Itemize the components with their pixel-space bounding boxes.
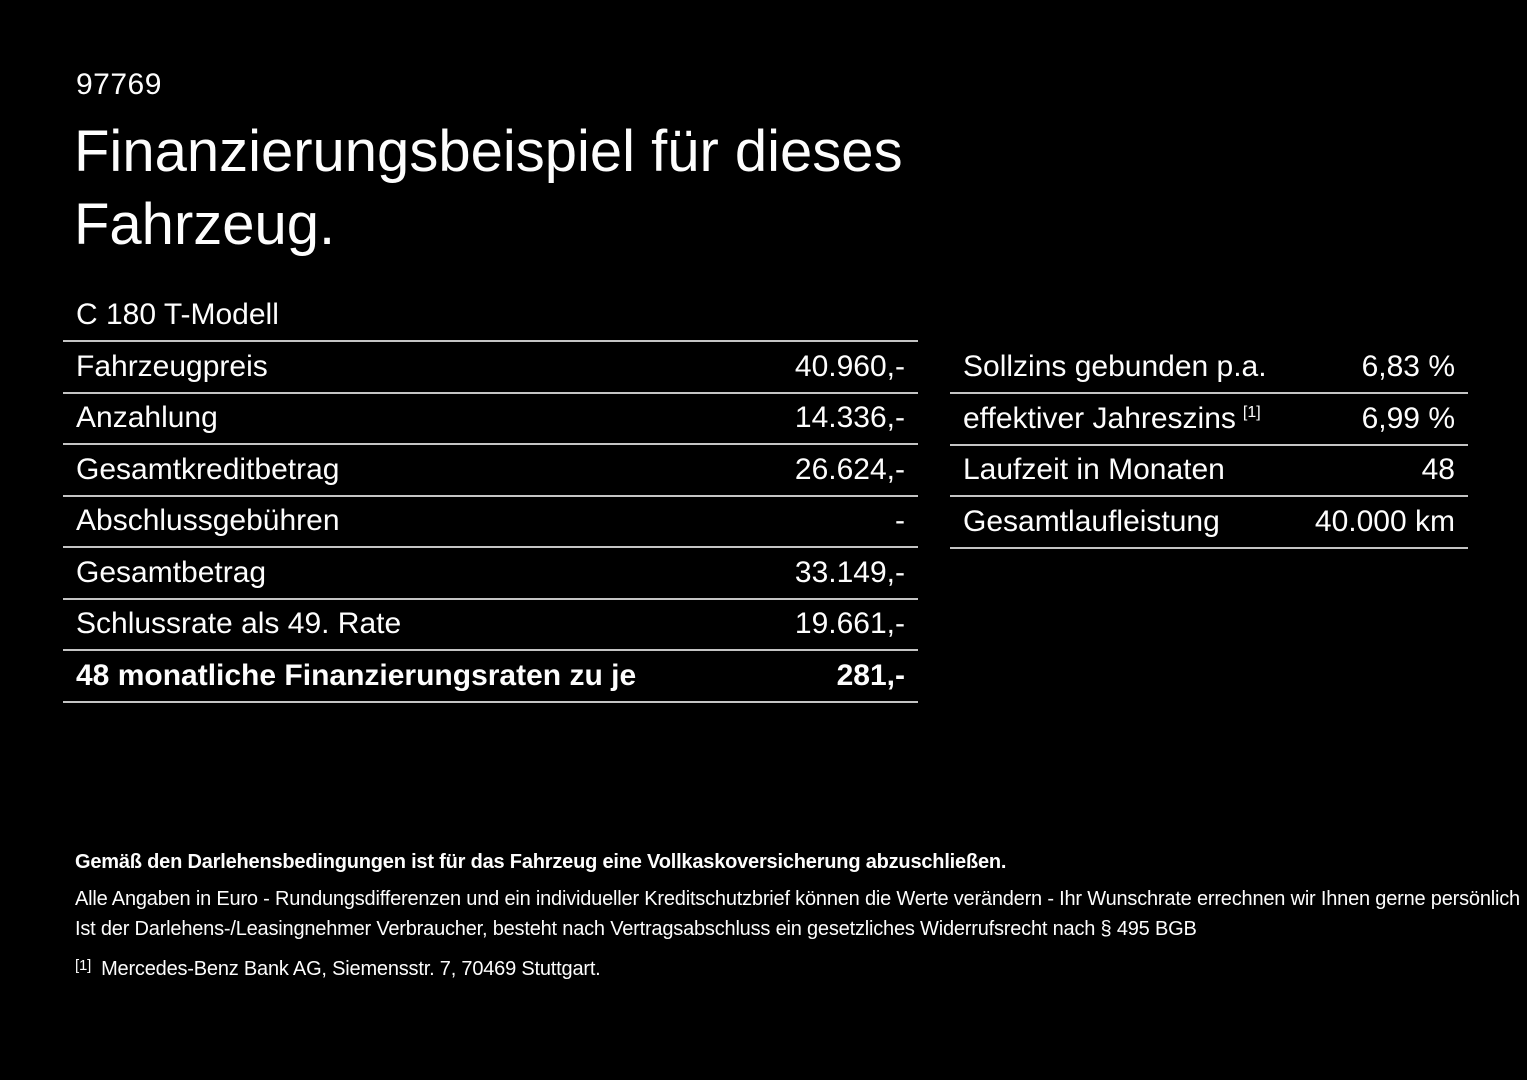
table-row-abschlussgebuehren: Abschlussgebühren -: [63, 497, 918, 548]
row-value: 40.000 km: [1314, 504, 1455, 538]
row-label-text: effektiver Jahreszins: [963, 401, 1236, 435]
row-label: Gesamtlaufleistung: [963, 504, 1220, 538]
row-label: Anzahlung: [76, 401, 218, 435]
footnote-text: Mercedes-Benz Bank AG, Siemensstr. 7, 70…: [101, 958, 601, 980]
table-row-anzahlung: Anzahlung 14.336,-: [63, 394, 918, 445]
table-row-fahrzeugpreis: Fahrzeugpreis 40.960,-: [63, 342, 918, 394]
disclaimer-line-2: Ist der Darlehens-/Leasingnehmer Verbrau…: [75, 918, 1197, 940]
footnote-reference: [1]: [1242, 403, 1261, 421]
row-value: 33.149,-: [794, 555, 905, 589]
disclaimer-line-1: Alle Angaben in Euro - Rundungsdifferenz…: [75, 888, 1520, 910]
row-value: 40.960,-: [794, 349, 905, 383]
row-value: 48: [1421, 453, 1455, 487]
row-value: 281,-: [836, 658, 905, 692]
row-value: 19.661,-: [794, 607, 905, 641]
row-label: Gesamtkreditbetrag: [76, 452, 340, 486]
financing-table: C 180 T-Modell Fahrzeugpreis 40.960,- An…: [63, 298, 918, 703]
table-row-sollzins: Sollzins gebunden p.a. 6,83 %: [950, 343, 1468, 394]
table-row-gesamtkreditbetrag: Gesamtkreditbetrag 26.624,-: [63, 445, 918, 497]
row-label: Sollzins gebunden p.a.: [963, 350, 1267, 384]
row-label: Schlussrate als 49. Rate: [76, 607, 402, 641]
conditions-table: Sollzins gebunden p.a. 6,83 % effektiver…: [950, 343, 1468, 549]
row-value: 6,83 %: [1361, 350, 1455, 384]
row-value: 26.624,-: [794, 452, 905, 486]
row-label: Gesamtbetrag: [76, 555, 267, 589]
vehicle-model-row: C 180 T-Modell: [63, 298, 918, 342]
reference-number: 97769: [76, 68, 162, 101]
row-label: Laufzeit in Monaten: [963, 453, 1225, 487]
row-label: Fahrzeugpreis: [76, 349, 268, 383]
table-row-effektiver-jahreszins: effektiver Jahreszins [1] 6,99 %: [950, 394, 1468, 446]
table-row-laufzeit: Laufzeit in Monaten 48: [950, 446, 1468, 497]
table-row-gesamtlaufleistung: Gesamtlaufleistung 40.000 km: [950, 497, 1468, 549]
footer-notes: Gemäß den Darlehensbedingungen ist für d…: [75, 847, 1520, 981]
table-row-monatsrate: 48 monatliche Finanzierungsraten zu je 2…: [63, 651, 918, 703]
table-row-gesamtbetrag: Gesamtbetrag 33.149,-: [63, 548, 918, 600]
row-label: Abschlussgebühren: [76, 504, 340, 538]
row-value: -: [895, 504, 905, 538]
row-label: effektiver Jahreszins [1]: [963, 402, 1261, 436]
row-label: 48 monatliche Finanzierungsraten zu je: [76, 658, 637, 692]
footnote: [1] Mercedes-Benz Bank AG, Siemensstr. 7,…: [75, 957, 1475, 981]
page-title: Finanzierungsbeispiel für dieses Fahrzeu…: [74, 119, 903, 257]
table-row-schlussrate: Schlussrate als 49. Rate 19.661,-: [63, 600, 918, 651]
insurance-requirement-note: Gemäß den Darlehensbedingungen ist für d…: [75, 851, 1007, 873]
row-value: 14.336,-: [794, 401, 905, 435]
vehicle-model-label: C 180 T-Modell: [76, 298, 279, 331]
footnote-marker: [1]: [75, 957, 92, 974]
row-value: 6,99 %: [1361, 401, 1455, 435]
